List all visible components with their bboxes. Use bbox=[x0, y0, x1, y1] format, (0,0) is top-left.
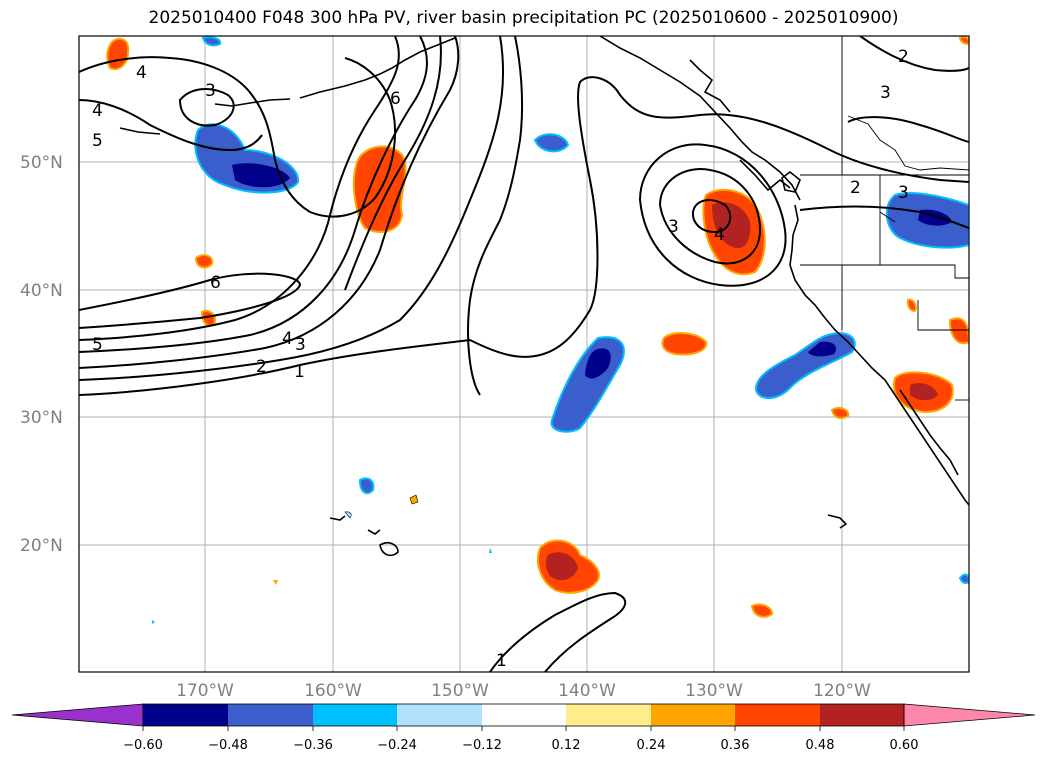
contour-label: 4 bbox=[282, 329, 293, 349]
contour-label: 3 bbox=[880, 83, 891, 103]
pv-contours bbox=[79, 36, 969, 672]
colorbar-tick: −0.36 bbox=[293, 738, 333, 753]
contour-label: 3 bbox=[295, 335, 306, 355]
map-title: 2025010400 F048 300 hPa PV, river basin … bbox=[148, 8, 899, 28]
contour-label: 5 bbox=[92, 335, 103, 355]
longitude-labels: 170°W 160°W 150°W 140°W 130°W 120°W bbox=[176, 681, 871, 701]
latitude-labels: 50°N 40°N 30°N 20°N bbox=[20, 153, 63, 556]
contour-label: 4 bbox=[136, 63, 147, 83]
contour-label: 5 bbox=[92, 131, 103, 151]
contour-labels: 4 3 4 5 6 6 4 5 3 2 1 3 4 2 3 2 3 1 bbox=[92, 47, 909, 671]
colorbar-tick: 0.36 bbox=[721, 738, 750, 753]
colorbar-tick: 0.12 bbox=[552, 738, 581, 753]
lat-label: 40°N bbox=[20, 281, 63, 301]
lon-label: 120°W bbox=[813, 681, 871, 701]
lon-label: 160°W bbox=[304, 681, 362, 701]
colorbar-swatch bbox=[313, 704, 397, 726]
contour-label: 4 bbox=[92, 101, 103, 121]
contour-label: 6 bbox=[390, 89, 401, 109]
contour-label: 6 bbox=[210, 273, 221, 293]
contour-label: 3 bbox=[668, 217, 679, 237]
contour-label: 2 bbox=[898, 47, 909, 67]
colorbar-tick: −0.12 bbox=[462, 738, 502, 753]
colorbar-tick: 0.48 bbox=[806, 738, 835, 753]
colorbar-swatch bbox=[482, 704, 566, 726]
contour-label: 1 bbox=[294, 362, 305, 382]
colorbar-tick: −0.60 bbox=[123, 738, 163, 753]
lat-label: 20°N bbox=[20, 536, 63, 556]
colorbar-extend-high bbox=[903, 703, 1036, 727]
colorbar-swatch bbox=[651, 704, 735, 726]
lon-label: 140°W bbox=[558, 681, 616, 701]
coastlines bbox=[119, 36, 969, 557]
lat-label: 30°N bbox=[20, 408, 63, 428]
colorbar-tick: −0.48 bbox=[208, 738, 248, 753]
colorbar-swatch bbox=[143, 704, 228, 726]
map-frame bbox=[78, 35, 970, 673]
colorbar: −0.60 −0.48 −0.36 −0.24 −0.12 0.12 0.24 … bbox=[11, 703, 1036, 753]
colorbar-swatch bbox=[735, 704, 820, 726]
negative-precip-patches bbox=[152, 36, 969, 624]
contour-label: 3 bbox=[205, 81, 216, 101]
colorbar-swatch bbox=[228, 704, 313, 726]
political-boundaries bbox=[800, 36, 969, 401]
lon-label: 170°W bbox=[176, 681, 234, 701]
lon-label: 150°W bbox=[431, 681, 489, 701]
lat-label: 50°N bbox=[20, 153, 63, 173]
colorbar-extend-low bbox=[11, 703, 144, 727]
contour-label: 4 bbox=[714, 225, 725, 245]
colorbar-tick: −0.24 bbox=[377, 738, 417, 753]
colorbar-swatch bbox=[820, 704, 904, 726]
contour-label: 1 bbox=[496, 651, 507, 671]
lon-label: 130°W bbox=[685, 681, 743, 701]
colorbar-swatch bbox=[397, 704, 482, 726]
contour-label: 2 bbox=[850, 178, 861, 198]
colorbar-tick: 0.24 bbox=[637, 738, 666, 753]
contour-label: 3 bbox=[898, 183, 909, 203]
colorbar-swatch bbox=[566, 704, 651, 726]
contour-label: 2 bbox=[256, 357, 267, 377]
colorbar-tick: 0.60 bbox=[890, 738, 919, 753]
